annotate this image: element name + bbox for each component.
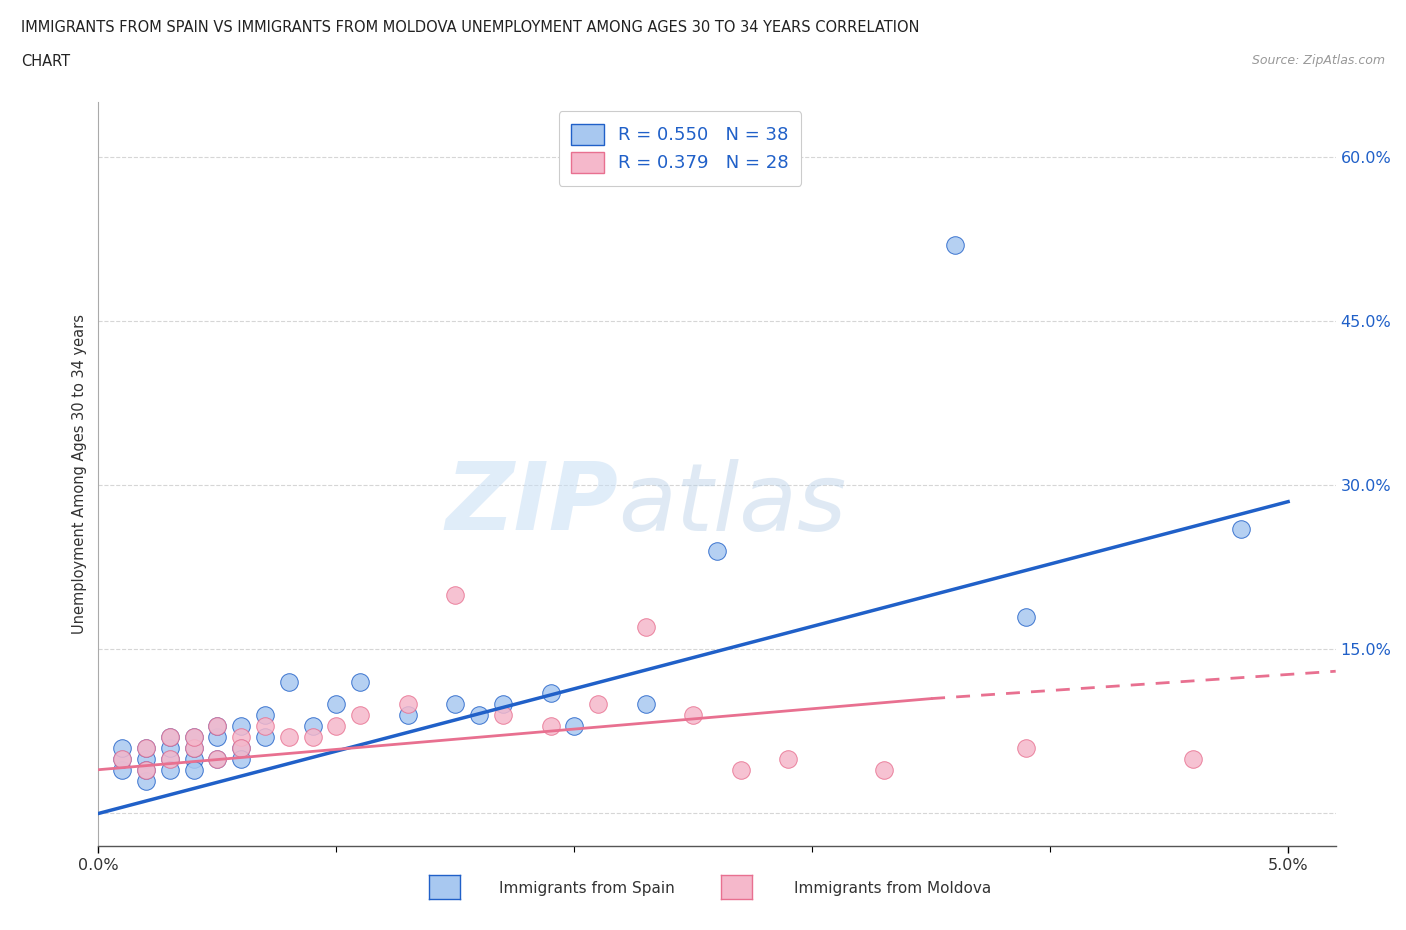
Point <box>111 751 134 766</box>
Point <box>135 751 157 766</box>
Point <box>492 697 515 711</box>
Text: atlas: atlas <box>619 458 846 550</box>
Point <box>231 740 253 755</box>
Point <box>231 740 253 755</box>
Point <box>231 751 253 766</box>
Text: Immigrants from Moldova: Immigrants from Moldova <box>794 881 991 896</box>
Point <box>183 763 205 777</box>
Text: ZIP: ZIP <box>446 458 619 550</box>
Point <box>183 740 205 755</box>
Point <box>111 763 134 777</box>
Point <box>872 763 894 777</box>
Point <box>207 719 229 734</box>
Point <box>540 685 562 700</box>
Point <box>396 697 419 711</box>
Text: IMMIGRANTS FROM SPAIN VS IMMIGRANTS FROM MOLDOVA UNEMPLOYMENT AMONG AGES 30 TO 3: IMMIGRANTS FROM SPAIN VS IMMIGRANTS FROM… <box>21 20 920 35</box>
Point <box>325 719 347 734</box>
Point <box>349 675 371 690</box>
Point <box>111 751 134 766</box>
Point <box>135 773 157 788</box>
Point <box>135 740 157 755</box>
Point <box>183 751 205 766</box>
Point <box>159 751 181 766</box>
Point <box>1015 740 1038 755</box>
Text: Immigrants from Spain: Immigrants from Spain <box>499 881 675 896</box>
Point <box>1181 751 1204 766</box>
Point <box>253 719 276 734</box>
Point <box>277 675 299 690</box>
Point <box>183 740 205 755</box>
Point <box>444 697 467 711</box>
Point <box>207 751 229 766</box>
Point <box>301 719 323 734</box>
Point <box>444 587 467 602</box>
Point <box>562 719 585 734</box>
Point <box>159 751 181 766</box>
Legend: R = 0.550   N = 38, R = 0.379   N = 28: R = 0.550 N = 38, R = 0.379 N = 28 <box>558 112 801 186</box>
Point <box>492 708 515 723</box>
Point <box>778 751 800 766</box>
Text: Source: ZipAtlas.com: Source: ZipAtlas.com <box>1251 54 1385 67</box>
Point <box>468 708 491 723</box>
Point <box>135 763 157 777</box>
Point <box>231 719 253 734</box>
Point <box>277 729 299 744</box>
Point <box>183 729 205 744</box>
Point <box>540 719 562 734</box>
Point <box>111 740 134 755</box>
Point <box>349 708 371 723</box>
Point <box>634 697 657 711</box>
Point <box>207 729 229 744</box>
Point <box>586 697 609 711</box>
Point <box>301 729 323 744</box>
Point <box>231 729 253 744</box>
Point <box>159 729 181 744</box>
Point <box>183 729 205 744</box>
Point <box>207 751 229 766</box>
Point <box>325 697 347 711</box>
Point <box>159 729 181 744</box>
Point <box>396 708 419 723</box>
Point <box>135 740 157 755</box>
Point <box>253 708 276 723</box>
Point <box>682 708 704 723</box>
Y-axis label: Unemployment Among Ages 30 to 34 years: Unemployment Among Ages 30 to 34 years <box>72 314 87 634</box>
Point <box>943 237 966 252</box>
Point <box>730 763 752 777</box>
Point <box>1229 522 1251 537</box>
Point <box>135 763 157 777</box>
Point <box>207 719 229 734</box>
Text: CHART: CHART <box>21 54 70 69</box>
Point <box>1015 609 1038 624</box>
Point <box>706 543 728 558</box>
Point <box>159 740 181 755</box>
Point <box>634 620 657 635</box>
Point <box>159 763 181 777</box>
Point <box>253 729 276 744</box>
